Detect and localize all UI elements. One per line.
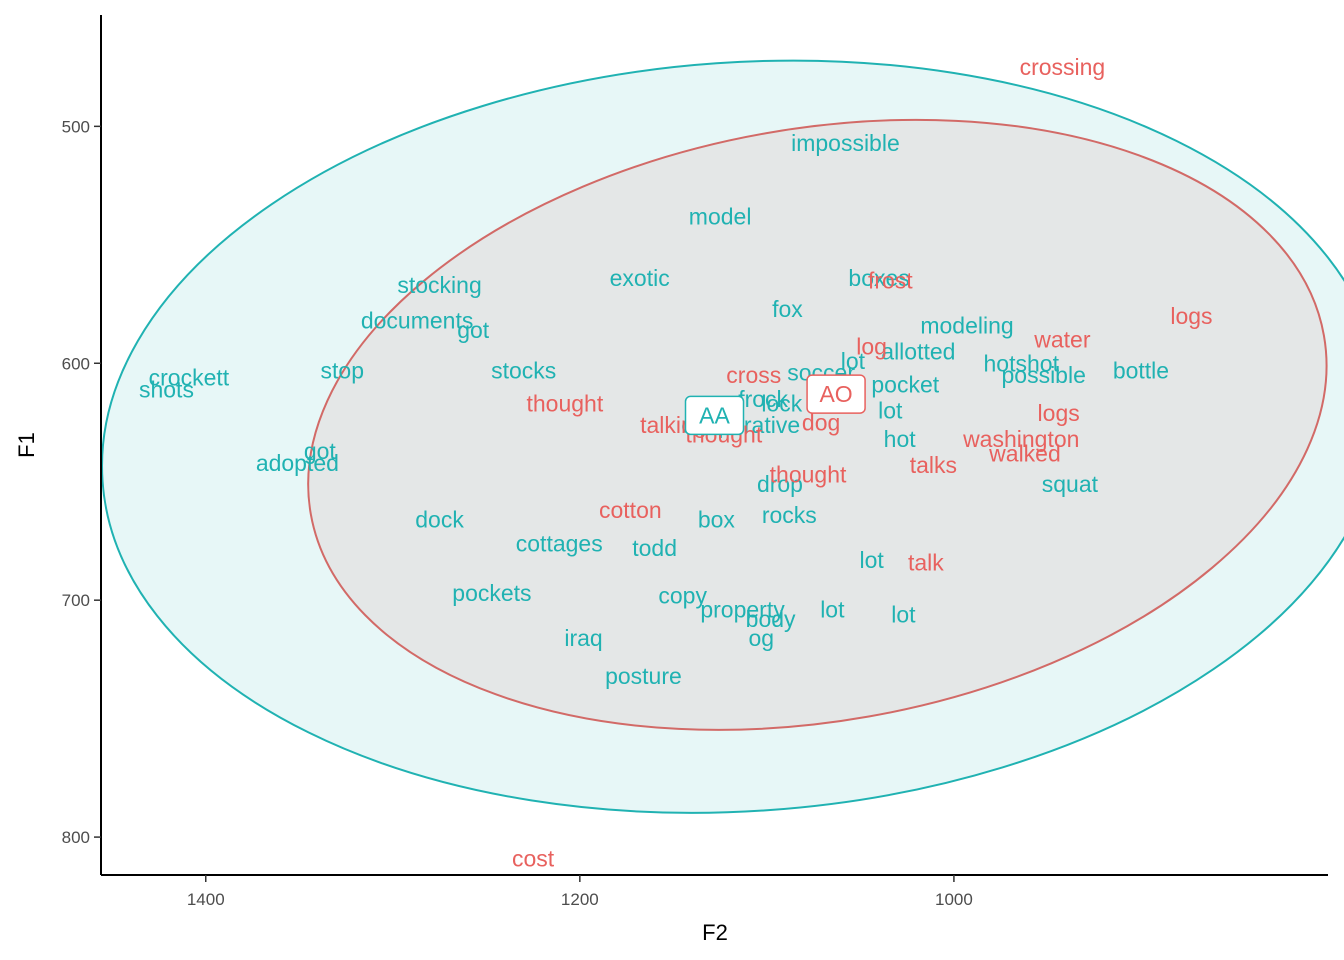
word-label-aa-13: stop xyxy=(321,357,364,383)
word-label-aa-14: crockett xyxy=(149,364,230,390)
word-label-aa-27: drop xyxy=(757,471,803,497)
word-label-aa-32: cottages xyxy=(516,530,603,556)
mean-label-aa: AA xyxy=(699,402,730,428)
word-label-ao-4: log xyxy=(856,334,887,360)
word-label-ao-11: washington xyxy=(962,426,1079,452)
word-label-aa-36: copy xyxy=(658,582,707,608)
word-label-aa-26: adopted xyxy=(256,450,339,476)
word-label-aa-35: pockets xyxy=(452,580,531,606)
word-label-aa-7: fox xyxy=(772,296,803,322)
ellipse-ao xyxy=(307,118,1328,731)
word-label-ao-14: thought xyxy=(770,462,847,488)
word-label-aa-31: rocks xyxy=(762,502,817,528)
word-label-aa-17: pocket xyxy=(871,372,939,398)
mean-label-layer: AO AA xyxy=(684,374,866,436)
word-label-ao-7: logs xyxy=(1038,400,1080,426)
word-label-ao-12: walked xyxy=(988,440,1061,466)
word-label-aa-8: modeling xyxy=(920,312,1013,338)
word-label-aa-39: lot xyxy=(820,597,845,623)
word-label-aa-43: posture xyxy=(605,663,682,689)
word-label-ao-13: talks xyxy=(910,452,957,478)
ellipse-layer xyxy=(101,59,1344,814)
word-label-ao-3: water xyxy=(1033,327,1091,353)
word-label-aa-19: bottle xyxy=(1113,357,1169,383)
word-label-ao-2: logs xyxy=(1170,303,1212,329)
word-label-aa-34: lot xyxy=(859,547,884,573)
word-label-aa-38: body xyxy=(746,606,796,632)
word-label-ao-17: cost xyxy=(512,845,555,871)
word-label-ao-1: frost xyxy=(868,267,913,293)
word-label-aa-0: impossible xyxy=(791,130,900,156)
word-label-aa-40: lot xyxy=(891,601,916,627)
word-label-aa-15: shots xyxy=(139,376,194,402)
y-axis-ticks: 500 600 700 800 xyxy=(62,117,101,847)
word-label-aa-30: box xyxy=(698,507,736,533)
word-label-aa-24: hot xyxy=(884,426,917,452)
mean-label-ao: AO xyxy=(819,381,852,407)
mean-label-box-ao xyxy=(806,374,866,414)
word-label-aa-3: exotic xyxy=(610,265,670,291)
y-tick-label-700: 700 xyxy=(62,591,90,610)
word-label-aa-28: squat xyxy=(1042,471,1099,497)
word-label-ao-0: crossing xyxy=(1020,54,1106,80)
y-tick-label-800: 800 xyxy=(62,828,90,847)
y-axis-title: F1 xyxy=(14,432,39,458)
word-label-ao-16: talk xyxy=(908,549,944,575)
x-axis-title: F2 xyxy=(702,920,728,945)
word-label-aa-1: model xyxy=(689,203,752,229)
ellipse-aa xyxy=(101,59,1344,814)
word-label-ao-10: dog xyxy=(802,409,840,435)
x-tick-label-1200: 1200 xyxy=(561,890,599,909)
word-label-aa-20: frock xyxy=(738,386,788,412)
x-axis-ticks: 1400 1200 1000 xyxy=(187,875,973,909)
word-label-aa-2: stocking xyxy=(397,272,481,298)
word-label-aa-21: lock xyxy=(761,391,802,417)
word-label-aa-37: property xyxy=(700,597,785,623)
mean-label-box-aa xyxy=(684,395,745,436)
x-tick-label-1400: 1400 xyxy=(187,890,225,909)
y-tick-label-500: 500 xyxy=(62,117,90,136)
word-label-aa-11: hotshot xyxy=(984,350,1060,376)
word-label-aa-29: dock xyxy=(415,507,464,533)
word-label-aa-41: iraq xyxy=(564,625,602,651)
word-label-aa-9: allotted xyxy=(881,338,955,364)
word-label-ao-15: cotton xyxy=(599,497,662,523)
word-label-aa-10: lot xyxy=(841,348,866,374)
word-label-aa-33: todd xyxy=(632,535,677,561)
word-label-layer: impossible model stocking exotic boxes docume… xyxy=(139,54,1213,871)
x-tick-label-1000: 1000 xyxy=(935,890,973,909)
word-label-aa-42: og xyxy=(748,625,774,651)
word-label-aa-4: boxes xyxy=(848,265,909,291)
word-label-aa-12: stocks xyxy=(491,357,556,383)
word-label-aa-5: documents xyxy=(361,308,474,334)
word-label-ao-5: cross xyxy=(726,362,781,388)
word-label-aa-22: lot xyxy=(878,398,903,424)
word-label-aa-25: got xyxy=(304,438,337,464)
y-tick-label-600: 600 xyxy=(62,354,90,373)
word-label-ao-6: thought xyxy=(526,391,603,417)
word-label-aa-6: got xyxy=(457,317,490,343)
word-label-aa-18: possible xyxy=(1001,362,1085,388)
